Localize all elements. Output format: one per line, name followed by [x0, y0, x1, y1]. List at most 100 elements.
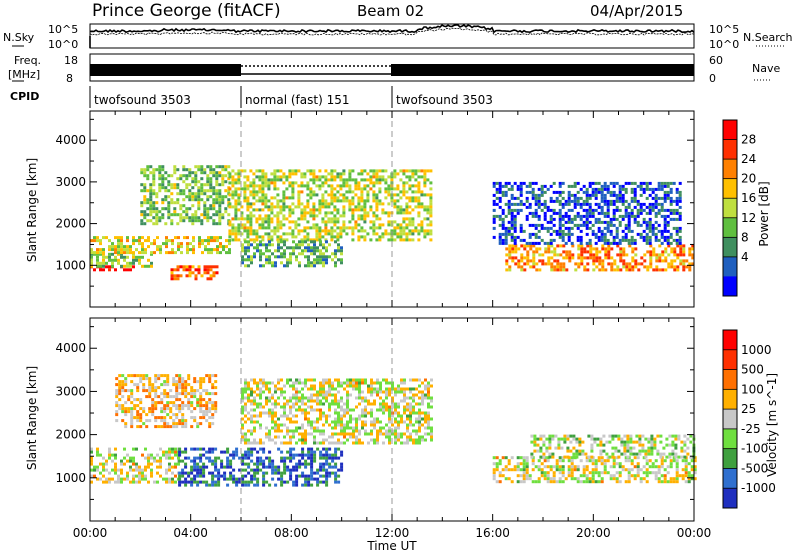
heatmap-cell — [218, 189, 222, 193]
heatmap-cell — [246, 196, 250, 200]
heatmap-cell — [663, 184, 667, 188]
heatmap-cell — [505, 247, 509, 251]
heatmap-cell — [576, 196, 580, 200]
heatmap-cell — [559, 253, 563, 257]
cpid-segment-label: twofsound 3503 — [94, 93, 191, 107]
heatmap-cell — [519, 456, 523, 460]
heatmap-cell — [531, 190, 535, 194]
heatmap-cell — [175, 383, 179, 387]
heatmap-cell — [118, 383, 122, 387]
heatmap-cell — [357, 184, 361, 188]
heatmap-cell — [191, 180, 195, 184]
heatmap-cell — [539, 449, 543, 453]
heatmap-cell — [645, 468, 649, 472]
heatmap-cell — [155, 213, 159, 217]
heatmap-cell — [175, 413, 179, 417]
heatmap-cell — [610, 268, 614, 272]
heatmap-cell — [498, 199, 502, 203]
heatmap-cell — [259, 423, 262, 427]
heatmap-cell — [322, 468, 326, 472]
heatmap-cell — [140, 183, 144, 187]
heatmap-cell — [265, 396, 268, 400]
heatmap-cell — [349, 408, 352, 412]
heatmap-cell — [173, 268, 177, 272]
heatmap-cell — [531, 480, 535, 484]
heatmap-cell — [231, 223, 235, 227]
heatmap-cell — [660, 459, 664, 463]
heatmap-cell — [633, 238, 637, 242]
heatmap-cell — [267, 184, 271, 188]
heatmap-cell — [498, 232, 502, 236]
heatmap-cell — [143, 210, 147, 214]
heatmap-cell — [130, 422, 134, 426]
heatmap-cell — [135, 474, 138, 478]
heatmap-cell — [321, 229, 325, 233]
heatmap-cell — [627, 480, 631, 484]
heatmap-cell — [519, 193, 523, 197]
heatmap-cell — [246, 205, 250, 209]
heatmap-cell — [561, 181, 565, 185]
heatmap-cell — [318, 208, 322, 212]
heatmap-cell — [339, 187, 343, 191]
heatmap-cell — [205, 374, 209, 378]
heatmap-cell — [393, 205, 397, 209]
heatmap-cell — [205, 456, 209, 460]
heatmap-cell — [203, 201, 207, 205]
heatmap-cell — [243, 169, 247, 173]
heatmap-cell — [382, 411, 385, 415]
heatmap-cell — [358, 417, 361, 421]
heatmap-cell — [288, 181, 292, 185]
heatmap-cell — [396, 223, 400, 227]
heatmap-cell — [247, 387, 250, 391]
heatmap-cell — [676, 253, 680, 257]
heatmap-cell — [651, 187, 655, 191]
heatmap-cell — [223, 474, 227, 478]
heatmap-cell — [599, 440, 603, 444]
heatmap-cell — [189, 242, 192, 246]
heatmap-cell — [495, 187, 499, 191]
heatmap-cell — [246, 184, 250, 188]
heatmap-cell — [366, 199, 370, 203]
heatmap-cell — [334, 453, 338, 457]
heatmap-cell — [561, 471, 565, 475]
heatmap-cell — [624, 190, 628, 194]
heatmap-cell — [282, 214, 286, 218]
heatmap-cell — [337, 399, 340, 403]
heatmap-cell — [316, 471, 320, 475]
heatmap-cell — [246, 217, 250, 221]
heatmap-cell — [243, 187, 247, 191]
heatmap-cell — [143, 168, 147, 172]
heatmap-cell — [208, 459, 212, 463]
heatmap-cell — [337, 249, 340, 253]
heatmap-cell — [126, 264, 129, 268]
heatmap-cell — [253, 477, 257, 481]
heatmap-cell — [415, 387, 418, 391]
heatmap-cell — [309, 178, 313, 182]
heatmap-cell — [265, 381, 268, 385]
heatmap-cell — [657, 202, 661, 206]
heatmap-cell — [330, 235, 334, 239]
heatmap-cell — [265, 471, 269, 475]
heatmap-cell — [523, 268, 527, 272]
heatmap-cell — [402, 226, 406, 230]
heatmap-cell — [393, 202, 397, 206]
heatmap-cell — [313, 249, 316, 253]
heatmap-cell — [621, 214, 625, 218]
heatmap-cell — [322, 381, 325, 385]
heatmap-cell — [618, 220, 622, 224]
heatmap-cell — [140, 219, 144, 223]
heatmap-cell — [148, 380, 152, 384]
heatmap-cell — [181, 425, 185, 429]
heatmap-cell — [672, 181, 676, 185]
heatmap-cell — [279, 169, 283, 173]
heatmap-cell — [319, 381, 322, 385]
heatmap-cell — [108, 248, 111, 252]
heatmap-cell — [288, 175, 292, 179]
heatmap-cell — [169, 410, 173, 414]
heatmap-cell — [370, 381, 373, 385]
heatmap-cell — [691, 262, 695, 266]
heatmap-cell — [292, 405, 295, 409]
heatmap-cell — [408, 229, 412, 233]
heatmap-cell — [252, 238, 256, 242]
heatmap-cell — [102, 248, 105, 252]
